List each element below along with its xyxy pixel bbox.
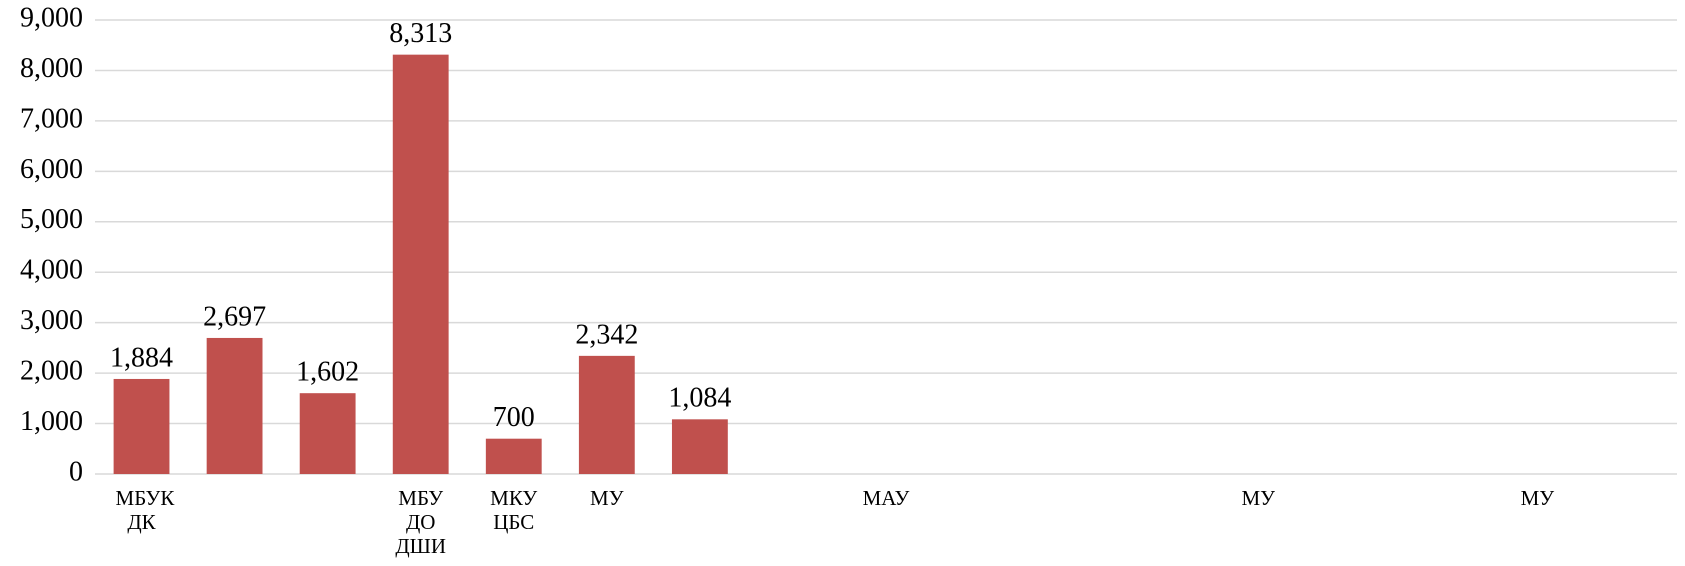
bar (485, 438, 542, 474)
data-label: 2,342 (575, 319, 638, 350)
bar (392, 54, 449, 474)
bar (299, 393, 356, 474)
bar (113, 378, 170, 474)
x-tick-label: МУ (590, 486, 624, 510)
data-label: 700 (493, 402, 535, 433)
data-label: 1,084 (668, 383, 731, 414)
y-tick-label: 9,000 (20, 2, 83, 33)
y-tick-label: 0 (69, 456, 83, 487)
bar (206, 337, 263, 474)
x-tick-label: МБУК ДК (115, 486, 175, 534)
data-label: 1,602 (296, 357, 359, 388)
data-label: 8,313 (389, 18, 452, 49)
y-tick-label: 3,000 (20, 305, 83, 336)
x-tick-label: МАУ (862, 486, 910, 510)
data-label: 2,697 (203, 301, 266, 332)
y-tick-label: 4,000 (20, 255, 83, 286)
y-tick-label: 7,000 (20, 103, 83, 134)
y-tick-label: 8,000 (20, 53, 83, 84)
x-tick-label: МУ (1241, 486, 1275, 510)
y-tick-label: 1,000 (20, 406, 83, 437)
y-tick-label: 6,000 (20, 154, 83, 185)
bar (671, 419, 728, 474)
x-tick-label: МУ (1520, 486, 1555, 510)
y-tick-label: 2,000 (20, 356, 83, 387)
data-label: 1,884 (110, 342, 173, 373)
x-tick-label: МКУ ЦБС (490, 486, 538, 534)
x-tick-label: МБУ ДО ДШИ (395, 486, 447, 558)
y-tick-label: 5,000 (20, 204, 83, 235)
bar (578, 355, 635, 474)
